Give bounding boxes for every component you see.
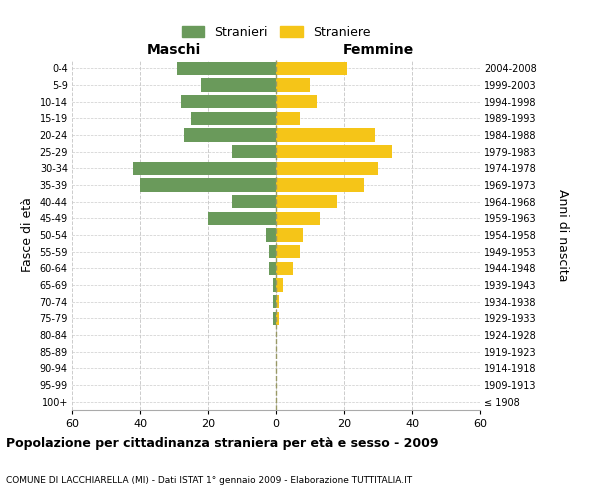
Bar <box>272 295 276 308</box>
Bar <box>276 312 280 325</box>
Bar <box>276 162 378 175</box>
Bar <box>272 278 276 291</box>
Y-axis label: Anni di nascita: Anni di nascita <box>556 188 569 281</box>
Bar <box>276 112 300 125</box>
Bar <box>276 95 317 108</box>
Bar <box>191 112 276 125</box>
Bar <box>276 195 337 208</box>
Bar <box>181 95 276 108</box>
Bar <box>276 295 280 308</box>
Bar <box>276 245 300 258</box>
Bar <box>133 162 276 175</box>
Bar <box>269 262 276 275</box>
Bar <box>201 78 276 92</box>
Bar <box>276 128 374 141</box>
Bar <box>276 278 283 291</box>
Bar <box>232 195 276 208</box>
Text: Femmine: Femmine <box>343 42 413 56</box>
Bar <box>276 228 303 241</box>
Bar <box>276 145 392 158</box>
Bar <box>272 312 276 325</box>
Bar <box>276 78 310 92</box>
Bar <box>232 145 276 158</box>
Bar <box>276 178 364 192</box>
Bar <box>140 178 276 192</box>
Bar <box>269 245 276 258</box>
Bar <box>276 212 320 225</box>
Legend: Stranieri, Straniere: Stranieri, Straniere <box>177 21 375 44</box>
Bar <box>208 212 276 225</box>
Text: Popolazione per cittadinanza straniera per età e sesso - 2009: Popolazione per cittadinanza straniera p… <box>6 437 439 450</box>
Y-axis label: Fasce di età: Fasce di età <box>21 198 34 272</box>
Bar <box>276 262 293 275</box>
Text: COMUNE DI LACCHIARELLA (MI) - Dati ISTAT 1° gennaio 2009 - Elaborazione TUTTITAL: COMUNE DI LACCHIARELLA (MI) - Dati ISTAT… <box>6 476 412 485</box>
Bar <box>266 228 276 241</box>
Text: Maschi: Maschi <box>147 42 201 56</box>
Bar <box>178 62 276 75</box>
Bar <box>184 128 276 141</box>
Bar <box>276 62 347 75</box>
